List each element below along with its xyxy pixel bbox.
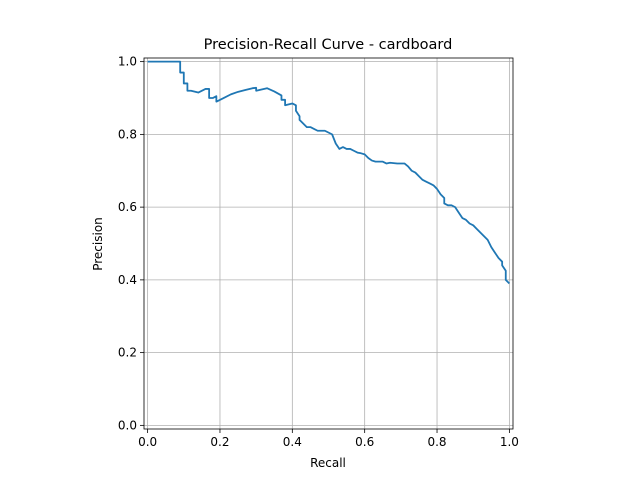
x-axis-ticks: 0.0 0.2 0.4 0.6 0.8 1.0 xyxy=(138,429,519,449)
y-tick-label: 0.4 xyxy=(118,273,137,287)
x-tick-label: 0.6 xyxy=(355,435,374,449)
x-tick-label: 0.0 xyxy=(138,435,157,449)
x-tick-label: 0.4 xyxy=(283,435,302,449)
x-tick-label: 1.0 xyxy=(500,435,519,449)
x-tick-label: 0.8 xyxy=(427,435,446,449)
series-layer xyxy=(147,60,511,285)
x-axis-label: Recall xyxy=(310,456,346,470)
chart-title: Precision-Recall Curve - cardboard xyxy=(204,37,453,53)
y-tick-label: 1.0 xyxy=(118,55,137,69)
pr-curve-line xyxy=(147,60,511,285)
y-tick-label: 0.8 xyxy=(118,127,137,141)
y-tick-label: 0.0 xyxy=(118,418,137,432)
y-tick-label: 0.6 xyxy=(118,200,137,214)
y-tick-label: 0.2 xyxy=(118,346,137,360)
y-axis-ticks: 0.0 0.2 0.4 0.6 0.8 1.0 xyxy=(118,55,144,432)
y-axis-label: Precision xyxy=(91,217,105,271)
plot-frame xyxy=(143,57,514,430)
grid-lines xyxy=(144,58,513,429)
x-tick-label: 0.2 xyxy=(210,435,229,449)
